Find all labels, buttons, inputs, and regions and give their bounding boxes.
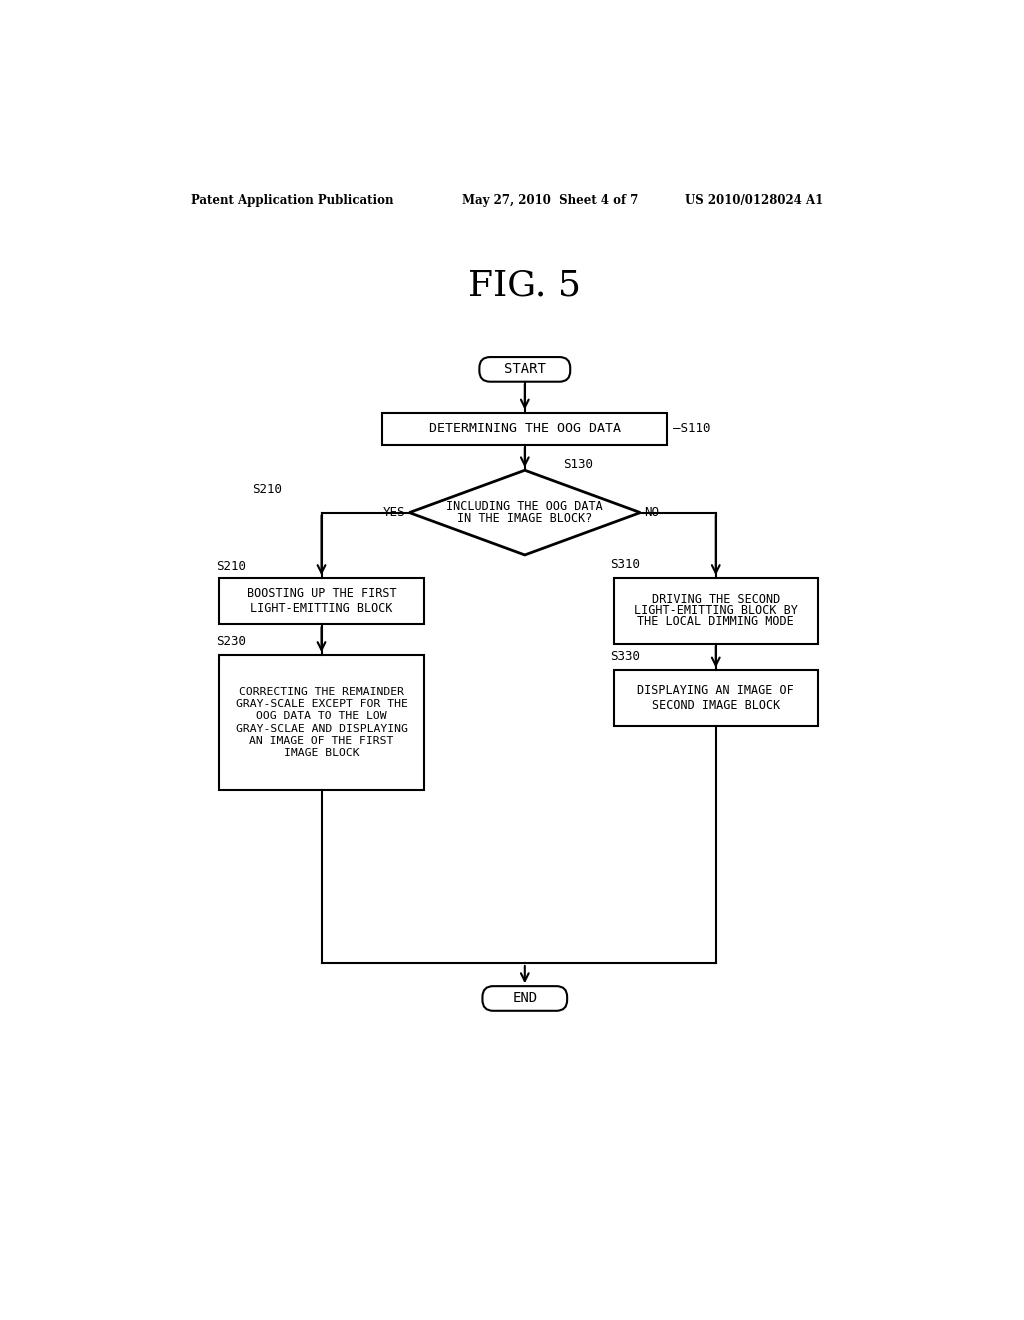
Text: S330: S330 (610, 649, 640, 663)
Text: IMAGE BLOCK: IMAGE BLOCK (284, 748, 359, 758)
Polygon shape (410, 470, 640, 554)
Text: LIGHT-EMITTING BLOCK BY: LIGHT-EMITTING BLOCK BY (634, 605, 798, 618)
Text: GRAY-SCLAE AND DISPLAYING: GRAY-SCLAE AND DISPLAYING (236, 723, 408, 734)
Text: OOG DATA TO THE LOW: OOG DATA TO THE LOW (256, 711, 387, 721)
FancyBboxPatch shape (219, 655, 424, 789)
Text: AN IMAGE OF THE FIRST: AN IMAGE OF THE FIRST (249, 737, 393, 746)
Text: IN THE IMAGE BLOCK?: IN THE IMAGE BLOCK? (457, 512, 593, 525)
Text: S210: S210 (216, 560, 246, 573)
Text: DRIVING THE SECOND: DRIVING THE SECOND (651, 594, 780, 606)
Text: Patent Application Publication: Patent Application Publication (190, 194, 393, 207)
Text: S130: S130 (563, 458, 593, 471)
Text: BOOSTING UP THE FIRST: BOOSTING UP THE FIRST (247, 587, 396, 601)
Text: DISPLAYING AN IMAGE OF: DISPLAYING AN IMAGE OF (637, 684, 795, 697)
FancyBboxPatch shape (382, 412, 668, 445)
Text: INCLUDING THE OOG DATA: INCLUDING THE OOG DATA (446, 500, 603, 513)
Text: US 2010/0128024 A1: US 2010/0128024 A1 (685, 194, 823, 207)
Text: GRAY-SCALE EXCEPT FOR THE: GRAY-SCALE EXCEPT FOR THE (236, 700, 408, 709)
FancyBboxPatch shape (479, 358, 570, 381)
Text: FIG. 5: FIG. 5 (468, 268, 582, 302)
Text: —S110: —S110 (674, 422, 711, 436)
Text: THE LOCAL DIMMING MODE: THE LOCAL DIMMING MODE (637, 615, 795, 628)
Text: SECOND IMAGE BLOCK: SECOND IMAGE BLOCK (651, 700, 780, 713)
Text: May 27, 2010  Sheet 4 of 7: May 27, 2010 Sheet 4 of 7 (462, 194, 638, 207)
FancyBboxPatch shape (219, 578, 424, 624)
Text: LIGHT-EMITTING BLOCK: LIGHT-EMITTING BLOCK (250, 602, 393, 615)
FancyBboxPatch shape (482, 986, 567, 1011)
Text: CORRECTING THE REMAINDER: CORRECTING THE REMAINDER (239, 686, 404, 697)
Text: S310: S310 (610, 557, 640, 570)
Text: DETERMINING THE OOG DATA: DETERMINING THE OOG DATA (429, 422, 621, 436)
Text: START: START (504, 363, 546, 376)
FancyBboxPatch shape (613, 671, 818, 726)
FancyBboxPatch shape (613, 578, 818, 644)
Text: S230: S230 (216, 635, 246, 648)
Text: S210: S210 (252, 483, 283, 496)
Text: YES: YES (383, 506, 406, 519)
Text: NO: NO (644, 506, 659, 519)
Text: END: END (512, 991, 538, 1006)
